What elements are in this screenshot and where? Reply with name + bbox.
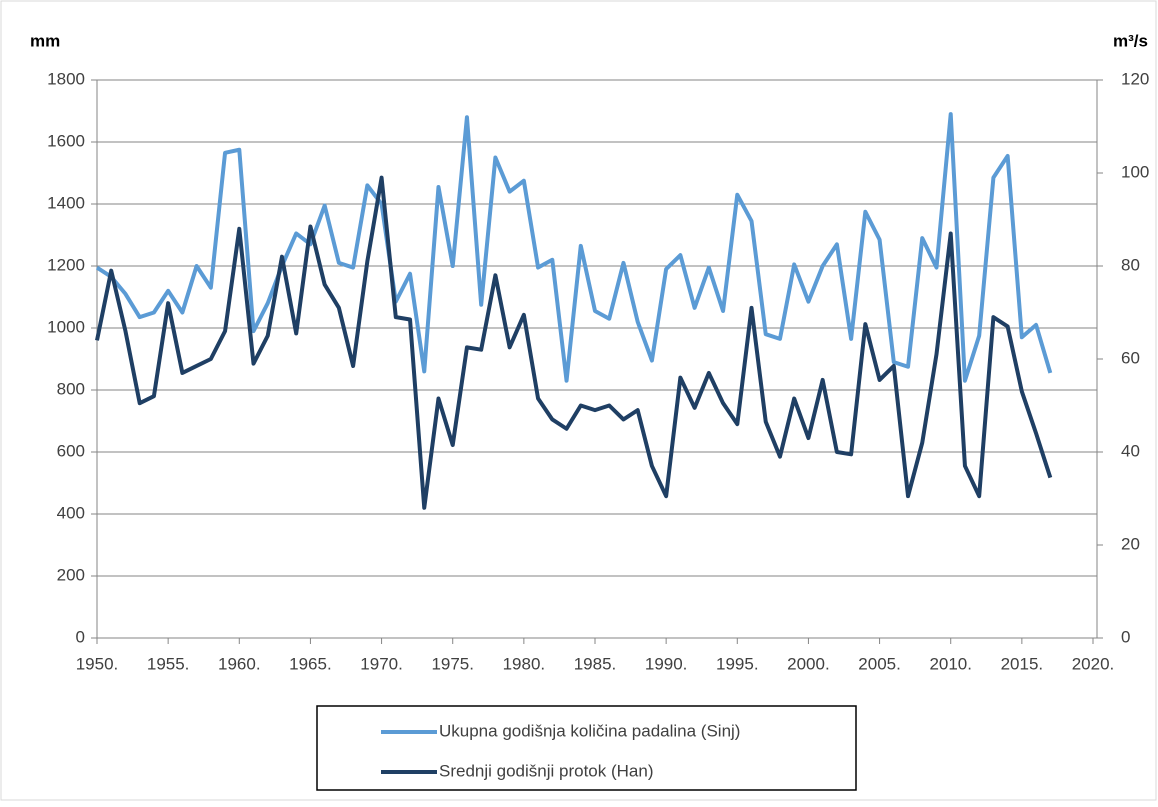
y2-tick-label: 100 xyxy=(1121,162,1149,181)
x-tick-label: 1980. xyxy=(503,654,546,673)
x-tick-label: 1975. xyxy=(431,654,474,673)
y-tick-label: 1000 xyxy=(47,317,85,336)
y2-axis-label: m³/s xyxy=(1113,31,1148,50)
y2-tick-label: 0 xyxy=(1121,627,1130,646)
x-tick-label: 1960. xyxy=(218,654,261,673)
legend-label: Ukupna godišnja količina padalina (Sinj) xyxy=(439,721,740,740)
x-tick-label: 1955. xyxy=(147,654,190,673)
x-tick-label: 2005. xyxy=(858,654,901,673)
y-tick-label: 1600 xyxy=(47,131,85,150)
x-tick-label: 1970. xyxy=(360,654,403,673)
y-tick-label: 400 xyxy=(57,503,85,522)
y2-tick-label: 20 xyxy=(1121,534,1140,553)
legend-label: Srednji godišnji protok (Han) xyxy=(439,761,654,780)
series-line xyxy=(95,175,1053,510)
x-tick-label: 2010. xyxy=(929,654,972,673)
x-tick-label: 1985. xyxy=(574,654,617,673)
y-tick-label: 0 xyxy=(76,627,85,646)
y-tick-label: 1400 xyxy=(47,193,85,212)
legend-box xyxy=(316,705,857,791)
x-tick-label: 1990. xyxy=(645,654,688,673)
y-axis-label: mm xyxy=(30,31,60,50)
y-tick-label: 800 xyxy=(57,379,85,398)
x-tick-label: 2015. xyxy=(1001,654,1044,673)
y-tick-label: 1200 xyxy=(47,255,85,274)
y2-tick-label: 80 xyxy=(1121,255,1140,274)
y2-tick-label: 60 xyxy=(1121,348,1140,367)
x-tick-label: 1995. xyxy=(716,654,759,673)
y2-tick-label: 120 xyxy=(1121,69,1149,88)
y2-tick-label: 40 xyxy=(1121,441,1140,460)
y-tick-label: 1800 xyxy=(47,69,85,88)
series-line xyxy=(95,112,1053,383)
y-tick-label: 600 xyxy=(57,441,85,460)
x-tick-label: 2020. xyxy=(1072,654,1115,673)
x-tick-label: 2000. xyxy=(787,654,830,673)
y-tick-label: 200 xyxy=(57,565,85,584)
x-tick-label: 1950. xyxy=(76,654,119,673)
x-tick-label: 1965. xyxy=(289,654,332,673)
